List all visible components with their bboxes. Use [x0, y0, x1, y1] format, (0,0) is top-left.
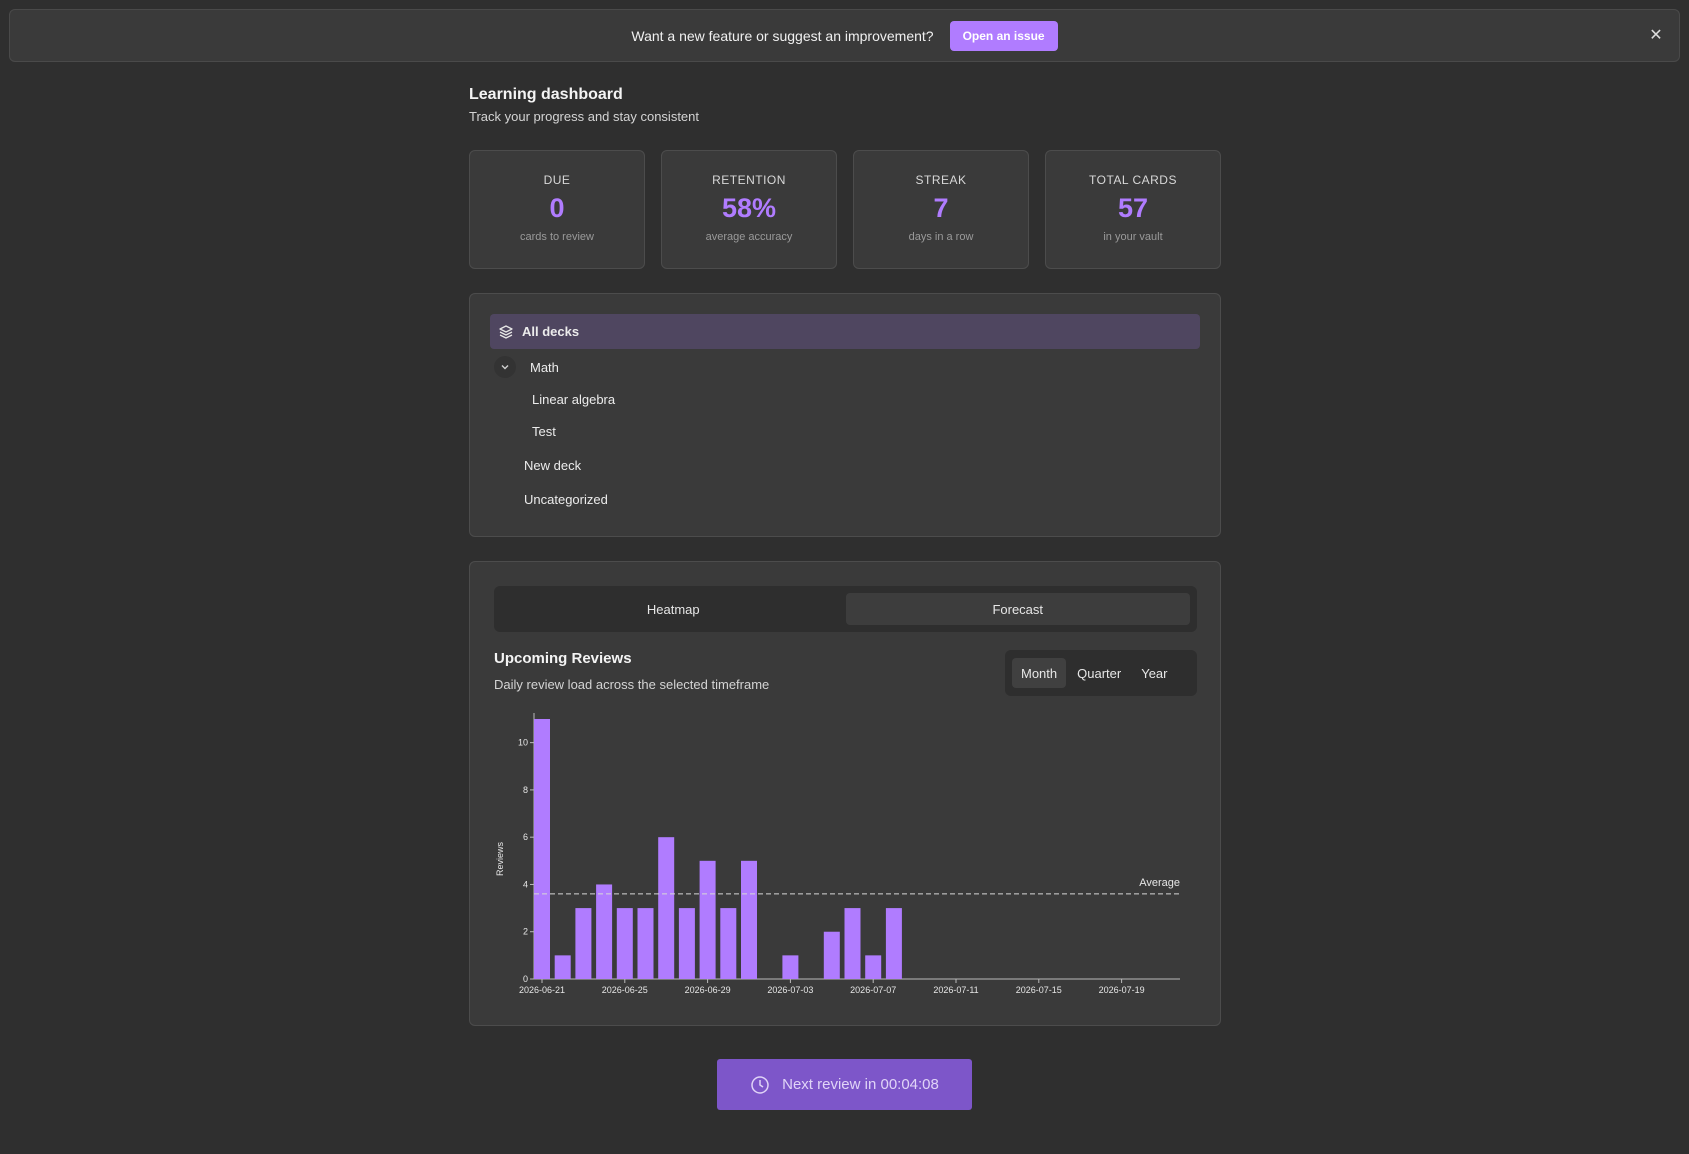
chart-bar: [596, 884, 613, 979]
chart-bar: [575, 908, 592, 979]
feedback-banner: Want a new feature or suggest an improve…: [9, 9, 1680, 62]
tab-heatmap[interactable]: Heatmap: [646, 601, 700, 617]
deck-label: All decks: [522, 324, 580, 339]
page-subtitle: Track your progress and stay consistent: [469, 109, 700, 124]
deck-label: Math: [530, 359, 559, 375]
deck-label: New deck: [524, 458, 582, 473]
x-tick-label: 2026-07-07: [850, 985, 896, 995]
y-tick-label: 0: [523, 974, 528, 984]
chart-bar: [823, 931, 840, 979]
stat-card-streak: STREAK 7 days in a row: [853, 150, 1029, 269]
stat-sub: in your vault: [1103, 231, 1163, 243]
chart-bar: [637, 908, 654, 979]
chart-bar: [741, 860, 757, 979]
next-review-button[interactable]: Next review in 00:04:08: [717, 1059, 972, 1110]
chart-bar: [699, 860, 716, 979]
y-tick-label: 8: [523, 785, 528, 795]
stat-value: 0: [549, 193, 565, 223]
chart-panel: Heatmap Forecast Upcoming Reviews Daily …: [469, 561, 1221, 1026]
deck-item-new-deck[interactable]: New deck: [524, 458, 581, 473]
clock-icon: [750, 1075, 770, 1095]
stat-value: 57: [1117, 193, 1149, 223]
next-review-label: Next review in 00:04:08: [782, 1076, 939, 1093]
stats-row: DUE 0 cards to review RETENTION 58% aver…: [469, 150, 1221, 269]
average-label: Average: [1139, 877, 1180, 889]
chart-bar: [616, 908, 633, 979]
stat-sub: cards to review: [520, 231, 594, 243]
y-tick-label: 4: [523, 879, 528, 889]
stat-value: 58%: [721, 193, 777, 223]
open-issue-button[interactable]: Open an issue: [949, 20, 1058, 51]
stat-sub: days in a row: [908, 231, 974, 243]
range-selector: Month Quarter Year: [1005, 650, 1197, 696]
x-tick-label: 2026-06-25: [602, 985, 648, 995]
stat-label: RETENTION: [712, 173, 786, 187]
stat-card-total-cards: TOTAL CARDS 57 in your vault: [1045, 150, 1221, 269]
x-tick-label: 2026-07-11: [933, 985, 978, 995]
page-title: Learning dashboard: [469, 86, 623, 103]
stat-label: STREAK: [915, 173, 967, 187]
deck-item-all-decks[interactable]: All decks: [490, 314, 1200, 349]
deck-item-test[interactable]: Test: [532, 424, 556, 439]
close-icon[interactable]: ✕: [1649, 27, 1663, 44]
x-tick-label: 2026-07-15: [1016, 985, 1062, 995]
deck-item-linear-algebra[interactable]: Linear algebra: [532, 392, 615, 407]
chart-bar: [782, 955, 799, 979]
range-month-button[interactable]: Month: [1012, 658, 1067, 688]
y-axis-label: Reviews: [495, 841, 505, 876]
range-quarter-button[interactable]: Quarter: [1077, 665, 1122, 681]
view-tabs: Heatmap Forecast: [494, 586, 1197, 632]
y-tick-label: 2: [523, 927, 528, 937]
x-tick-label: 2026-06-21: [519, 985, 565, 995]
chart-bar: [844, 908, 861, 979]
chevron-down-icon[interactable]: [494, 356, 516, 378]
deck-label: Uncategorized: [524, 492, 608, 507]
chart-bar: [678, 908, 695, 979]
chart-title: Upcoming Reviews: [494, 650, 632, 667]
tab-forecast[interactable]: Forecast: [845, 593, 1190, 625]
chart-bar: [534, 719, 550, 979]
x-tick-label: 2026-07-19: [1099, 985, 1145, 995]
stat-label: DUE: [543, 173, 571, 187]
stat-label: TOTAL CARDS: [1089, 173, 1177, 187]
deck-tree: All decks Math Linear algebra Test New d…: [469, 293, 1221, 537]
forecast-chart: 0 2 4 6 8 10 Reviews 2026-06-21 2026-06-25 2026-0…: [495, 713, 1180, 995]
y-tick-label: 6: [523, 832, 528, 842]
x-tick-label: 2026-07-03: [767, 985, 813, 995]
layers-icon: [498, 324, 514, 340]
stat-card-due: DUE 0 cards to review: [469, 150, 645, 269]
stat-sub: average accuracy: [705, 231, 793, 243]
deck-label: Test: [532, 424, 556, 439]
dashboard: Learning dashboard Track your progress a…: [469, 86, 1221, 1026]
stat-card-retention: RETENTION 58% average accuracy: [661, 150, 837, 269]
range-year-button[interactable]: Year: [1141, 665, 1168, 681]
chart-bar: [658, 837, 675, 979]
chart-bar: [865, 955, 882, 979]
chart-subtitle: Daily review load across the selected ti…: [494, 677, 770, 692]
chart-bar: [885, 908, 902, 979]
banner-text: Want a new feature or suggest an improve…: [631, 27, 934, 44]
y-tick-label: 10: [518, 738, 528, 748]
chart-bar: [720, 908, 737, 979]
deck-item-math[interactable]: Math: [494, 356, 559, 378]
chart-bar: [554, 955, 571, 979]
deck-label: Linear algebra: [532, 392, 616, 407]
stat-value: 7: [933, 193, 949, 223]
deck-item-uncategorized[interactable]: Uncategorized: [524, 492, 608, 507]
x-tick-label: 2026-06-29: [685, 985, 731, 995]
